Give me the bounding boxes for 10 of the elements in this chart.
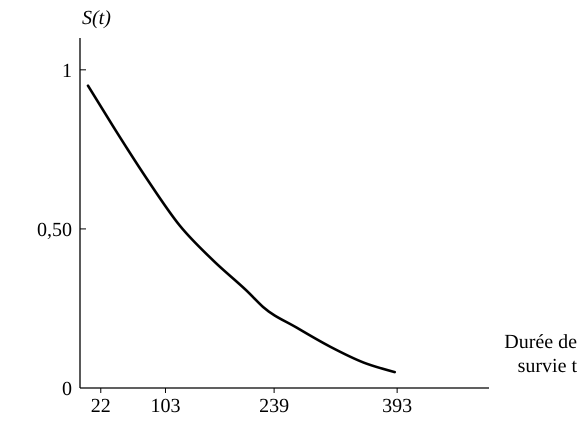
y-tick-label: 0 [62, 378, 72, 400]
y-tick-label: 0,50 [37, 218, 72, 241]
line-series [86, 84, 396, 374]
x-axis-title: Durée de survie t [504, 331, 578, 377]
y-axis-title: S(t) [82, 7, 112, 29]
x-tick-label: 103 [150, 395, 180, 417]
x-tick-label: 239 [259, 395, 290, 417]
x-tick-label: 22 [90, 395, 111, 417]
x-tick-label: 393 [382, 395, 412, 417]
y-tick-label: 1 [62, 60, 72, 82]
